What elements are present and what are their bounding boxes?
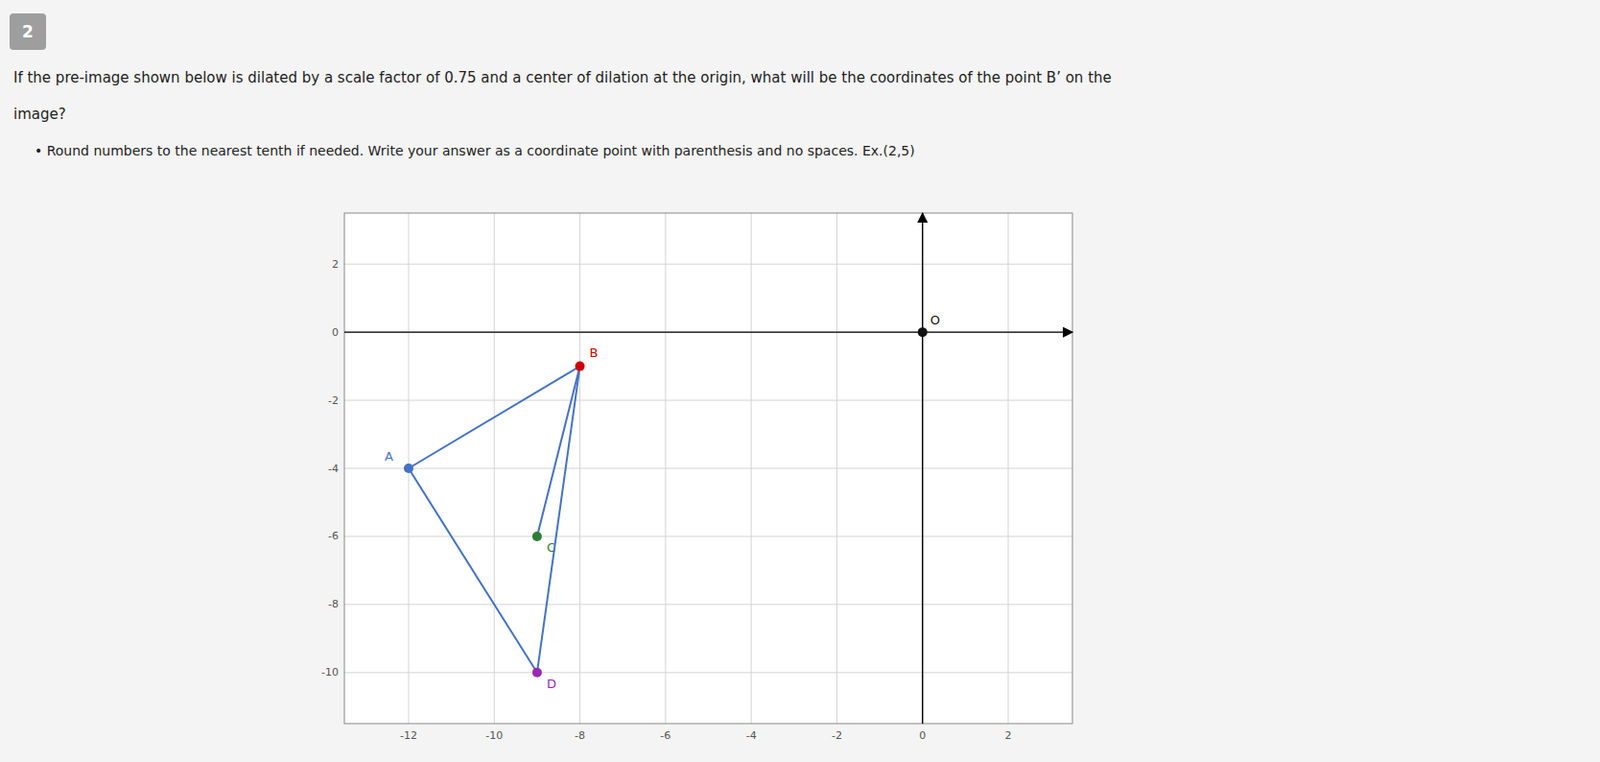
x-axis <box>344 330 1073 332</box>
question-number: 2 <box>22 22 34 42</box>
tick-label-y: -4 <box>328 462 339 475</box>
bullet-text: • Round numbers to the nearest tenth if … <box>34 142 916 159</box>
y-axis <box>921 212 923 724</box>
grid-line-y <box>344 468 1073 470</box>
tick-label-y: 2 <box>331 258 339 271</box>
tick-label-y: -8 <box>328 597 339 611</box>
plot-background <box>344 212 1073 724</box>
tick-label-x: -2 <box>831 729 843 742</box>
point-label: B <box>589 345 599 360</box>
point-label: C <box>546 540 556 555</box>
segment <box>408 468 538 673</box>
point <box>403 463 414 473</box>
plot-frame <box>344 212 1073 724</box>
tick-label-y: -10 <box>321 665 339 679</box>
point-label: D <box>546 676 557 691</box>
plot <box>344 212 1073 724</box>
point-label: A <box>384 448 394 464</box>
question-text: If the pre-image shown below is dilated … <box>13 69 1112 87</box>
grid-line-y <box>344 603 1073 605</box>
segment <box>537 366 581 673</box>
tick-label-x: 0 <box>918 729 926 742</box>
badge-box <box>9 13 47 50</box>
point <box>532 667 542 678</box>
point-label: O <box>930 312 941 328</box>
tick-label-x: -12 <box>400 729 418 742</box>
grid-line-x <box>921 212 923 724</box>
tick-label-x: -8 <box>574 729 586 742</box>
tick-label-x: -4 <box>746 729 757 742</box>
grid-line-y <box>344 400 1073 401</box>
grid-line-y <box>344 535 1073 537</box>
point <box>532 531 542 542</box>
point <box>917 327 928 337</box>
segment <box>408 366 581 469</box>
data-marks <box>403 327 928 678</box>
grid-line-y <box>344 263 1073 265</box>
page: 2 If the pre-image shown below is dilated… <box>0 0 1600 762</box>
grid-line-y <box>344 671 1073 673</box>
tick-label-x: -10 <box>485 729 503 742</box>
tick-label-y: -2 <box>328 394 339 407</box>
tick-label-x: 2 <box>1005 729 1012 742</box>
tick-label-y: -6 <box>328 529 339 542</box>
point <box>575 361 586 372</box>
grid-line-y <box>344 331 1073 333</box>
question-badge: 2 <box>9 13 47 50</box>
question-text: image? <box>13 105 67 123</box>
tick-label-y: 0 <box>331 326 339 339</box>
segment <box>537 366 581 537</box>
tick-label-x: -6 <box>659 729 671 742</box>
